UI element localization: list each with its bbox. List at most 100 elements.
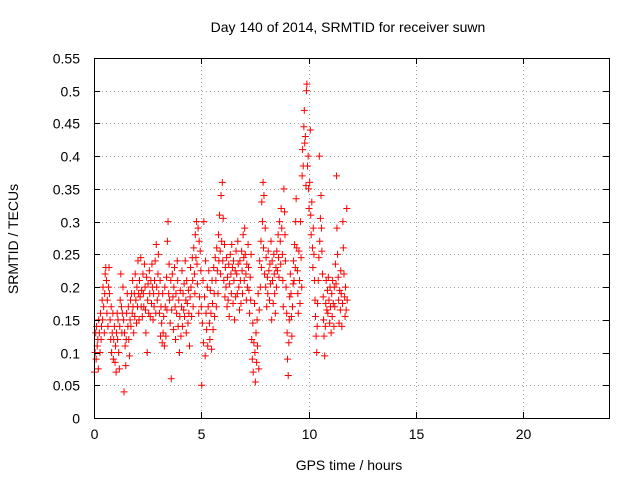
data-point — [179, 290, 187, 298]
data-point — [105, 263, 113, 271]
data-point — [102, 277, 110, 285]
data-point — [299, 146, 307, 154]
data-point — [197, 303, 205, 311]
data-point — [92, 355, 100, 363]
data-point — [310, 250, 318, 258]
data-point — [201, 352, 209, 360]
data-point — [214, 290, 222, 298]
y-tick-label: 0.3 — [61, 215, 81, 231]
data-point — [94, 365, 102, 373]
data-point — [331, 303, 339, 311]
data-point — [131, 270, 139, 278]
data-point — [116, 322, 124, 330]
data-point — [129, 277, 137, 285]
data-point — [315, 152, 323, 160]
data-point — [333, 224, 341, 232]
data-point — [206, 335, 214, 343]
data-point — [194, 224, 202, 232]
data-point — [258, 218, 266, 226]
data-point — [210, 263, 218, 271]
data-point — [309, 263, 317, 271]
data-point — [202, 257, 210, 265]
data-point — [155, 309, 163, 317]
data-point — [321, 322, 329, 330]
data-point — [304, 162, 312, 170]
data-point — [218, 178, 226, 186]
data-point — [237, 299, 245, 307]
data-point — [245, 263, 252, 271]
data-point — [221, 263, 229, 271]
x-tick-labels: 0 5 10 15 20 — [91, 426, 532, 442]
data-point — [293, 267, 301, 275]
data-point — [96, 349, 104, 357]
data-point — [140, 260, 148, 268]
data-point — [161, 303, 169, 311]
data-point — [183, 277, 191, 285]
data-point — [261, 224, 269, 232]
data-point — [101, 270, 109, 278]
data-point — [298, 172, 306, 180]
data-point — [238, 267, 246, 275]
data-point — [223, 273, 231, 281]
data-point — [325, 296, 333, 304]
data-point — [283, 309, 291, 317]
data-point — [294, 290, 302, 298]
data-point — [284, 371, 292, 379]
data-point — [305, 205, 313, 213]
data-point — [274, 231, 282, 239]
data-point — [208, 345, 216, 353]
data-point — [239, 231, 247, 239]
data-point — [330, 283, 338, 291]
chart-title: Day 140 of 2014, SRMTID for receiver suw… — [211, 19, 486, 35]
data-point — [177, 332, 185, 340]
data-point — [195, 309, 203, 317]
x-tick-label: 15 — [409, 426, 425, 442]
data-point — [226, 280, 234, 288]
data-point — [245, 286, 253, 294]
data-point — [273, 247, 281, 255]
data-point — [341, 283, 349, 291]
data-point — [242, 270, 250, 278]
data-point — [308, 244, 316, 252]
data-point — [329, 299, 337, 307]
data-point — [320, 316, 328, 324]
data-point — [266, 296, 274, 304]
data-point — [213, 267, 221, 275]
data-point — [244, 241, 252, 249]
data-point — [131, 313, 139, 321]
data-point — [275, 254, 283, 262]
data-point — [167, 375, 175, 383]
data-point — [238, 290, 246, 298]
data-point — [227, 290, 235, 298]
x-tick-label: 5 — [198, 426, 206, 442]
data-point — [314, 299, 322, 307]
data-point — [343, 296, 351, 304]
data-point — [276, 218, 284, 226]
data-point — [221, 293, 229, 301]
data-point — [229, 299, 237, 307]
data-point — [203, 326, 211, 334]
data-point — [331, 260, 339, 268]
data-point — [309, 224, 317, 232]
data-point — [204, 342, 212, 350]
data-point — [172, 335, 180, 343]
data-point — [180, 306, 188, 314]
data-point — [279, 303, 287, 311]
data-point — [302, 87, 310, 95]
data-point — [107, 303, 115, 311]
data-point — [265, 267, 273, 275]
data-point — [290, 257, 298, 265]
data-point — [153, 283, 161, 291]
data-point — [212, 277, 220, 285]
data-point — [271, 309, 279, 317]
data-point — [108, 349, 116, 357]
data-point — [184, 319, 192, 327]
data-point — [317, 191, 325, 199]
data-point — [272, 263, 280, 271]
data-point — [326, 319, 334, 327]
data-point — [117, 303, 125, 311]
data-point — [105, 283, 113, 291]
data-point — [285, 339, 293, 347]
data-point — [284, 355, 292, 363]
data-point — [269, 299, 277, 307]
